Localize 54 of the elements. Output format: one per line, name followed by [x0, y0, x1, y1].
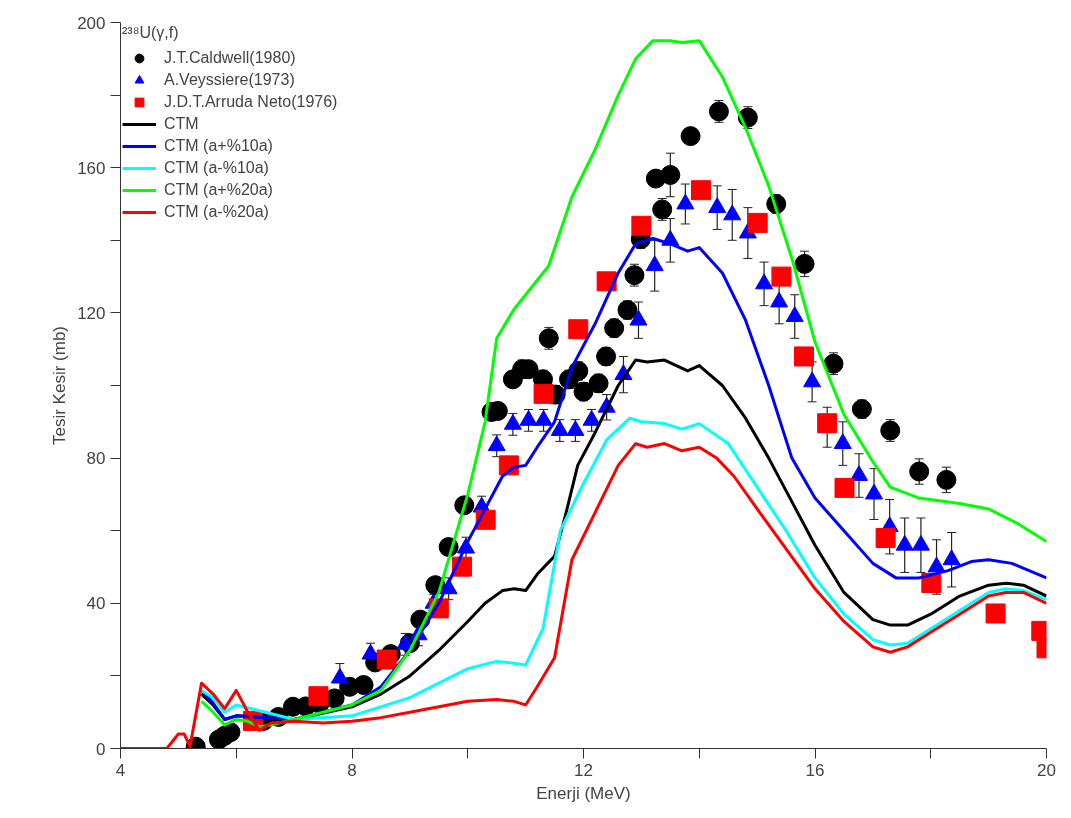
legend-label: CTM [164, 114, 199, 134]
point [568, 319, 589, 340]
point [690, 180, 711, 201]
point [376, 649, 397, 670]
legend-label: CTM (a+%20a) [164, 180, 273, 200]
point [794, 346, 814, 367]
point [624, 265, 645, 286]
point [596, 346, 617, 367]
point [538, 328, 559, 349]
point [573, 381, 594, 402]
legend-label: CTM (a+%10a) [164, 136, 273, 156]
point [617, 300, 638, 320]
y-tick-label: 0 [96, 739, 106, 759]
point [747, 212, 768, 233]
point [604, 318, 625, 339]
y-tick-label: 200 [77, 13, 106, 33]
legend-label: A.Veyssiere(1973) [164, 70, 295, 90]
point [936, 469, 957, 490]
point [909, 461, 930, 482]
point [308, 686, 329, 707]
x-axis-title: Enerji (MeV) [536, 783, 631, 803]
point [353, 674, 374, 695]
legend-label: J.T.Caldwell(1980) [164, 48, 296, 68]
point [985, 603, 1006, 624]
point [652, 199, 673, 220]
point [794, 253, 815, 274]
y-tick-label: 80 [86, 449, 106, 469]
point [708, 101, 729, 122]
x-tick-label: 12 [574, 760, 593, 780]
line-series [200, 416, 1047, 721]
point [834, 477, 855, 498]
point [771, 266, 792, 287]
y-tick-label: 40 [86, 594, 106, 614]
point [875, 527, 896, 548]
legend-label: J.D.T.Arruda Neto(1976) [164, 92, 338, 112]
legend-label: CTM (a-%20a) [164, 202, 269, 222]
legend-label: CTM (a-%10a) [164, 158, 269, 178]
point [220, 722, 241, 743]
point [823, 353, 844, 374]
point [533, 383, 554, 404]
point [851, 399, 872, 420]
point [680, 126, 701, 147]
point [880, 420, 901, 441]
y-axis-title: Tesir Kesir (mb) [50, 325, 70, 445]
point [588, 373, 609, 394]
legend-title: ²³⁸U(γ,f) [122, 24, 180, 42]
point [660, 164, 681, 185]
x-tick-label: 16 [805, 760, 825, 780]
point [631, 215, 652, 236]
x-tick-label: 20 [1037, 760, 1056, 780]
y-tick-label: 120 [77, 303, 106, 323]
x-tick-label: 4 [115, 760, 126, 780]
x-tick-label: 8 [347, 760, 357, 780]
y-tick-label: 160 [77, 158, 106, 178]
